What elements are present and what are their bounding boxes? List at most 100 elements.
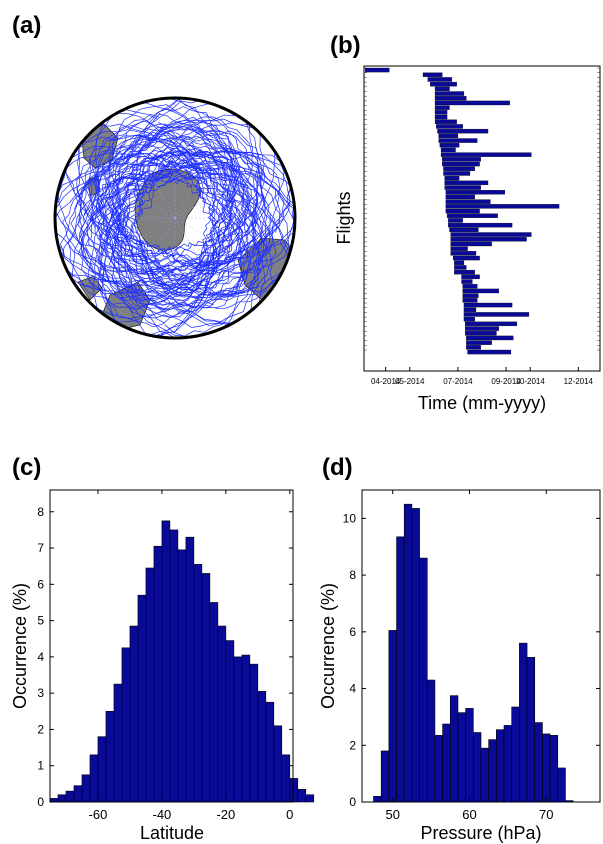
flight-bar	[438, 133, 459, 139]
flight-bar	[466, 345, 481, 350]
latitude-bars	[49, 520, 315, 803]
antarctica-landmass	[134, 168, 201, 251]
ticks-d: 50 60 70 0 2 4 6 8 10	[343, 490, 600, 822]
flight-bar	[444, 180, 489, 186]
flight-bar	[365, 67, 390, 73]
trajectory-line	[55, 98, 275, 327]
trajectory-line	[103, 143, 257, 297]
trajectory-line	[91, 156, 236, 294]
flight-bar	[461, 274, 480, 280]
y-tick-label: 3	[37, 686, 44, 700]
flight-bar	[442, 161, 480, 167]
y-tick-label: 0	[349, 795, 356, 809]
y-tick-label: 0	[37, 795, 44, 809]
y-tick-label: 2	[349, 738, 356, 752]
trajectory-line	[55, 100, 276, 338]
flight-bar	[443, 171, 471, 176]
y-axis-label-c: Occurrence (%)	[10, 583, 30, 709]
flight-bar	[434, 91, 465, 96]
trajectory-line	[103, 138, 258, 275]
x-axis-label-d: Pressure (hPa)	[420, 823, 541, 843]
flight-bar	[434, 86, 450, 92]
flight-bar	[434, 119, 457, 124]
flight-bar	[446, 213, 498, 218]
x-tick-label: 60	[462, 807, 476, 822]
histogram-bar	[519, 642, 528, 803]
flight-bar	[434, 114, 448, 120]
histogram-bar	[549, 735, 559, 803]
flight-bar	[444, 175, 460, 181]
meridian-line	[174, 217, 236, 323]
trajectory-line	[80, 119, 277, 294]
flight-bar	[463, 312, 530, 317]
y-axis-label-b: Flights	[334, 191, 354, 244]
meridian-line	[174, 217, 280, 279]
trajectory-line	[114, 150, 250, 276]
trajectory-line	[109, 149, 239, 273]
flight-bar	[445, 194, 475, 200]
y-tick-label: 7	[37, 541, 44, 555]
flight-bar	[434, 110, 448, 115]
histogram-bar	[442, 723, 451, 803]
histogram-bar	[534, 722, 543, 803]
flight-bar	[462, 298, 478, 303]
histogram-bar	[457, 712, 466, 803]
histogram-bar	[411, 508, 420, 803]
histogram-bar	[542, 733, 551, 803]
trajectory-line	[62, 116, 252, 303]
meridian-line	[70, 157, 176, 219]
y-tick-label: 10	[343, 511, 357, 525]
flight-bar	[427, 77, 453, 82]
y-tick-label: 2	[37, 722, 44, 736]
x-tick-label-b: 09-2014	[491, 377, 521, 386]
histogram-bar	[373, 796, 382, 803]
x-tick-label-b: 05-2014	[395, 377, 425, 386]
y-tick-label: 8	[349, 568, 356, 582]
flight-bar	[449, 227, 479, 233]
meridian-line	[114, 217, 176, 323]
flight-bar	[463, 302, 513, 308]
flight-bar	[450, 232, 532, 237]
histogram-bar	[419, 557, 428, 803]
x-tick-label-b: 12-2014	[564, 377, 594, 386]
histogram-bar	[465, 708, 474, 803]
flight-bar	[422, 72, 443, 77]
panel-label-d: (d)	[322, 454, 353, 481]
axes-b-frame	[363, 65, 601, 372]
meridian-line	[174, 157, 280, 219]
flight-bar	[452, 255, 480, 261]
y-tick-label: 6	[349, 625, 356, 639]
flight-bar	[462, 288, 500, 294]
flight-bar	[464, 321, 518, 327]
trajectory-line	[55, 116, 260, 328]
x-tick-label-b: 07-2014	[443, 377, 473, 386]
flight-bar	[442, 157, 481, 162]
histogram-bar	[480, 747, 489, 803]
histogram-bar	[526, 657, 536, 803]
flight-bar	[462, 284, 478, 289]
new-zealand-landmass	[77, 275, 103, 301]
trajectory-line	[67, 106, 292, 310]
pressure-bars	[373, 503, 574, 803]
trajectory-line	[113, 161, 225, 266]
x-tick-label-b: 04-2014	[371, 377, 401, 386]
trajectory-line	[108, 171, 236, 286]
flight-bar	[434, 100, 510, 106]
histogram-bar	[496, 729, 505, 803]
flight-bar	[448, 222, 513, 228]
y-tick-label: 5	[37, 614, 44, 628]
y-tick-label: 4	[37, 650, 44, 664]
trajectory-line	[70, 123, 250, 299]
flight-bar	[454, 265, 467, 270]
histogram-bar	[473, 732, 482, 803]
trajectory-line	[116, 152, 234, 260]
flight-bar	[436, 124, 463, 129]
x-tick-label: -60	[89, 807, 108, 822]
flight-bar	[440, 147, 456, 153]
flight-bar	[445, 190, 506, 195]
flight-bar	[439, 143, 460, 148]
flight-bar	[450, 246, 468, 251]
